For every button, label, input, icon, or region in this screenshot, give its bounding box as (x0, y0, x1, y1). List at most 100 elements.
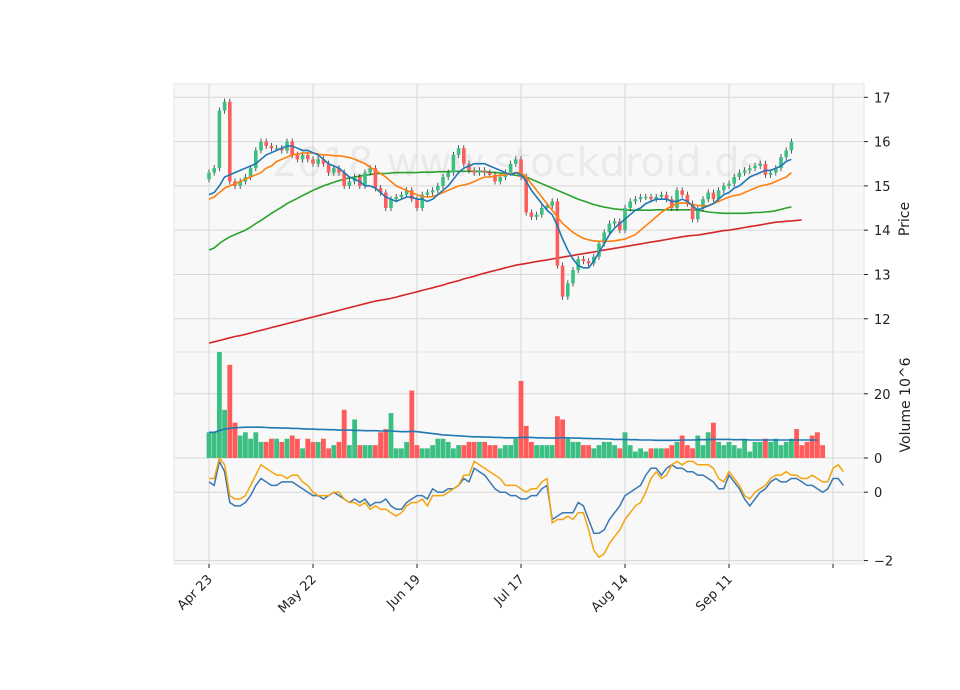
volume-bar (768, 441, 773, 458)
volume-bar (742, 438, 747, 458)
candle-body (274, 148, 279, 150)
candle-body (228, 101, 232, 182)
candle-body (529, 212, 534, 217)
candle-body (280, 148, 284, 151)
volume-bar (253, 432, 259, 458)
candle-body (389, 199, 393, 209)
candle-body (467, 163, 471, 171)
candle-body (784, 150, 788, 158)
candle-body (373, 168, 378, 189)
candle-body (212, 168, 216, 173)
volume-y-tick-label: 20 (874, 388, 891, 403)
volume-bar (679, 435, 685, 458)
volume-bar (783, 441, 789, 458)
volume-bar (523, 425, 529, 458)
volume-bar (331, 445, 337, 458)
price-panel-bg (173, 83, 865, 353)
volume-bar (794, 429, 799, 458)
volume-bar (383, 429, 389, 458)
volume-bar (393, 448, 399, 458)
candle-body (436, 185, 440, 191)
volume-bar (596, 445, 602, 458)
price-y-tick-label: 17 (874, 91, 891, 106)
price-axis-title: Price (897, 202, 913, 236)
candle-body (477, 170, 482, 173)
volume-bar (607, 441, 612, 458)
candle-body (394, 196, 398, 200)
volume-bar (716, 441, 721, 458)
candle-body (670, 199, 674, 209)
volume-bar (222, 409, 227, 458)
candle-body (347, 181, 352, 186)
candle-body (758, 163, 762, 166)
candle-body (654, 196, 658, 200)
volume-bar (284, 438, 290, 458)
volume-bar (435, 438, 441, 458)
candle-body (384, 192, 388, 209)
candle-body (722, 185, 726, 191)
volume-bar (347, 445, 352, 458)
volume-bar (669, 445, 675, 458)
candle-body (685, 194, 690, 204)
volume-bar (586, 445, 591, 458)
candle-body (248, 168, 253, 178)
candle-body (742, 170, 747, 173)
candle-body (732, 177, 736, 184)
candle-body (337, 168, 341, 173)
candle-body (550, 201, 554, 206)
candle-body (332, 168, 336, 173)
volume-bar (721, 445, 727, 458)
price-y-tick-label: 12 (874, 313, 891, 328)
volume-bar (352, 419, 357, 458)
volume-bar (508, 445, 513, 458)
candle-body (238, 181, 242, 186)
candle-body (462, 148, 466, 164)
volume-bar (752, 441, 758, 458)
volume-bar (726, 441, 732, 458)
candle-body (571, 270, 575, 284)
candle-body (326, 163, 331, 173)
volume-bar (513, 438, 519, 458)
candle-body (581, 258, 586, 262)
candle-body (711, 192, 716, 200)
candle-body (488, 172, 492, 175)
candle-body (753, 165, 757, 169)
volume-bar (643, 451, 649, 458)
volume-bar (737, 448, 742, 458)
volume-bar (263, 441, 269, 458)
volume-bar (289, 435, 295, 458)
volume-bar (591, 448, 597, 458)
volume-bar (414, 445, 420, 458)
volume-bar (674, 441, 680, 458)
candle-body (493, 174, 497, 182)
volume-bar (321, 438, 326, 458)
volume-bar (388, 413, 394, 458)
volume-bar (638, 448, 643, 458)
volume-bar (539, 445, 545, 458)
candle-body (638, 196, 643, 200)
volume-bar (409, 390, 415, 458)
volume-bar (248, 438, 253, 458)
price-y-tick-label: 16 (874, 136, 891, 151)
volume-bar (206, 432, 212, 458)
volume-bar (295, 438, 300, 458)
candle-body (779, 157, 783, 169)
volume-bar (653, 448, 659, 458)
volume-bar (700, 445, 706, 458)
volume-bar (659, 448, 664, 458)
volume-bar (404, 441, 409, 458)
candle-body (633, 199, 638, 202)
candle-body (644, 196, 648, 198)
candle-body (768, 172, 773, 175)
candle-body (612, 221, 617, 224)
candle-body (306, 154, 310, 160)
volume-bar (243, 432, 248, 458)
x-tick-label: Aug 14 (589, 572, 632, 615)
volume-bar (534, 445, 539, 458)
candle-body (264, 141, 268, 147)
candle-body (690, 203, 695, 220)
candle-body (498, 177, 502, 182)
candle-body (300, 154, 305, 160)
volume-bar (362, 445, 368, 458)
